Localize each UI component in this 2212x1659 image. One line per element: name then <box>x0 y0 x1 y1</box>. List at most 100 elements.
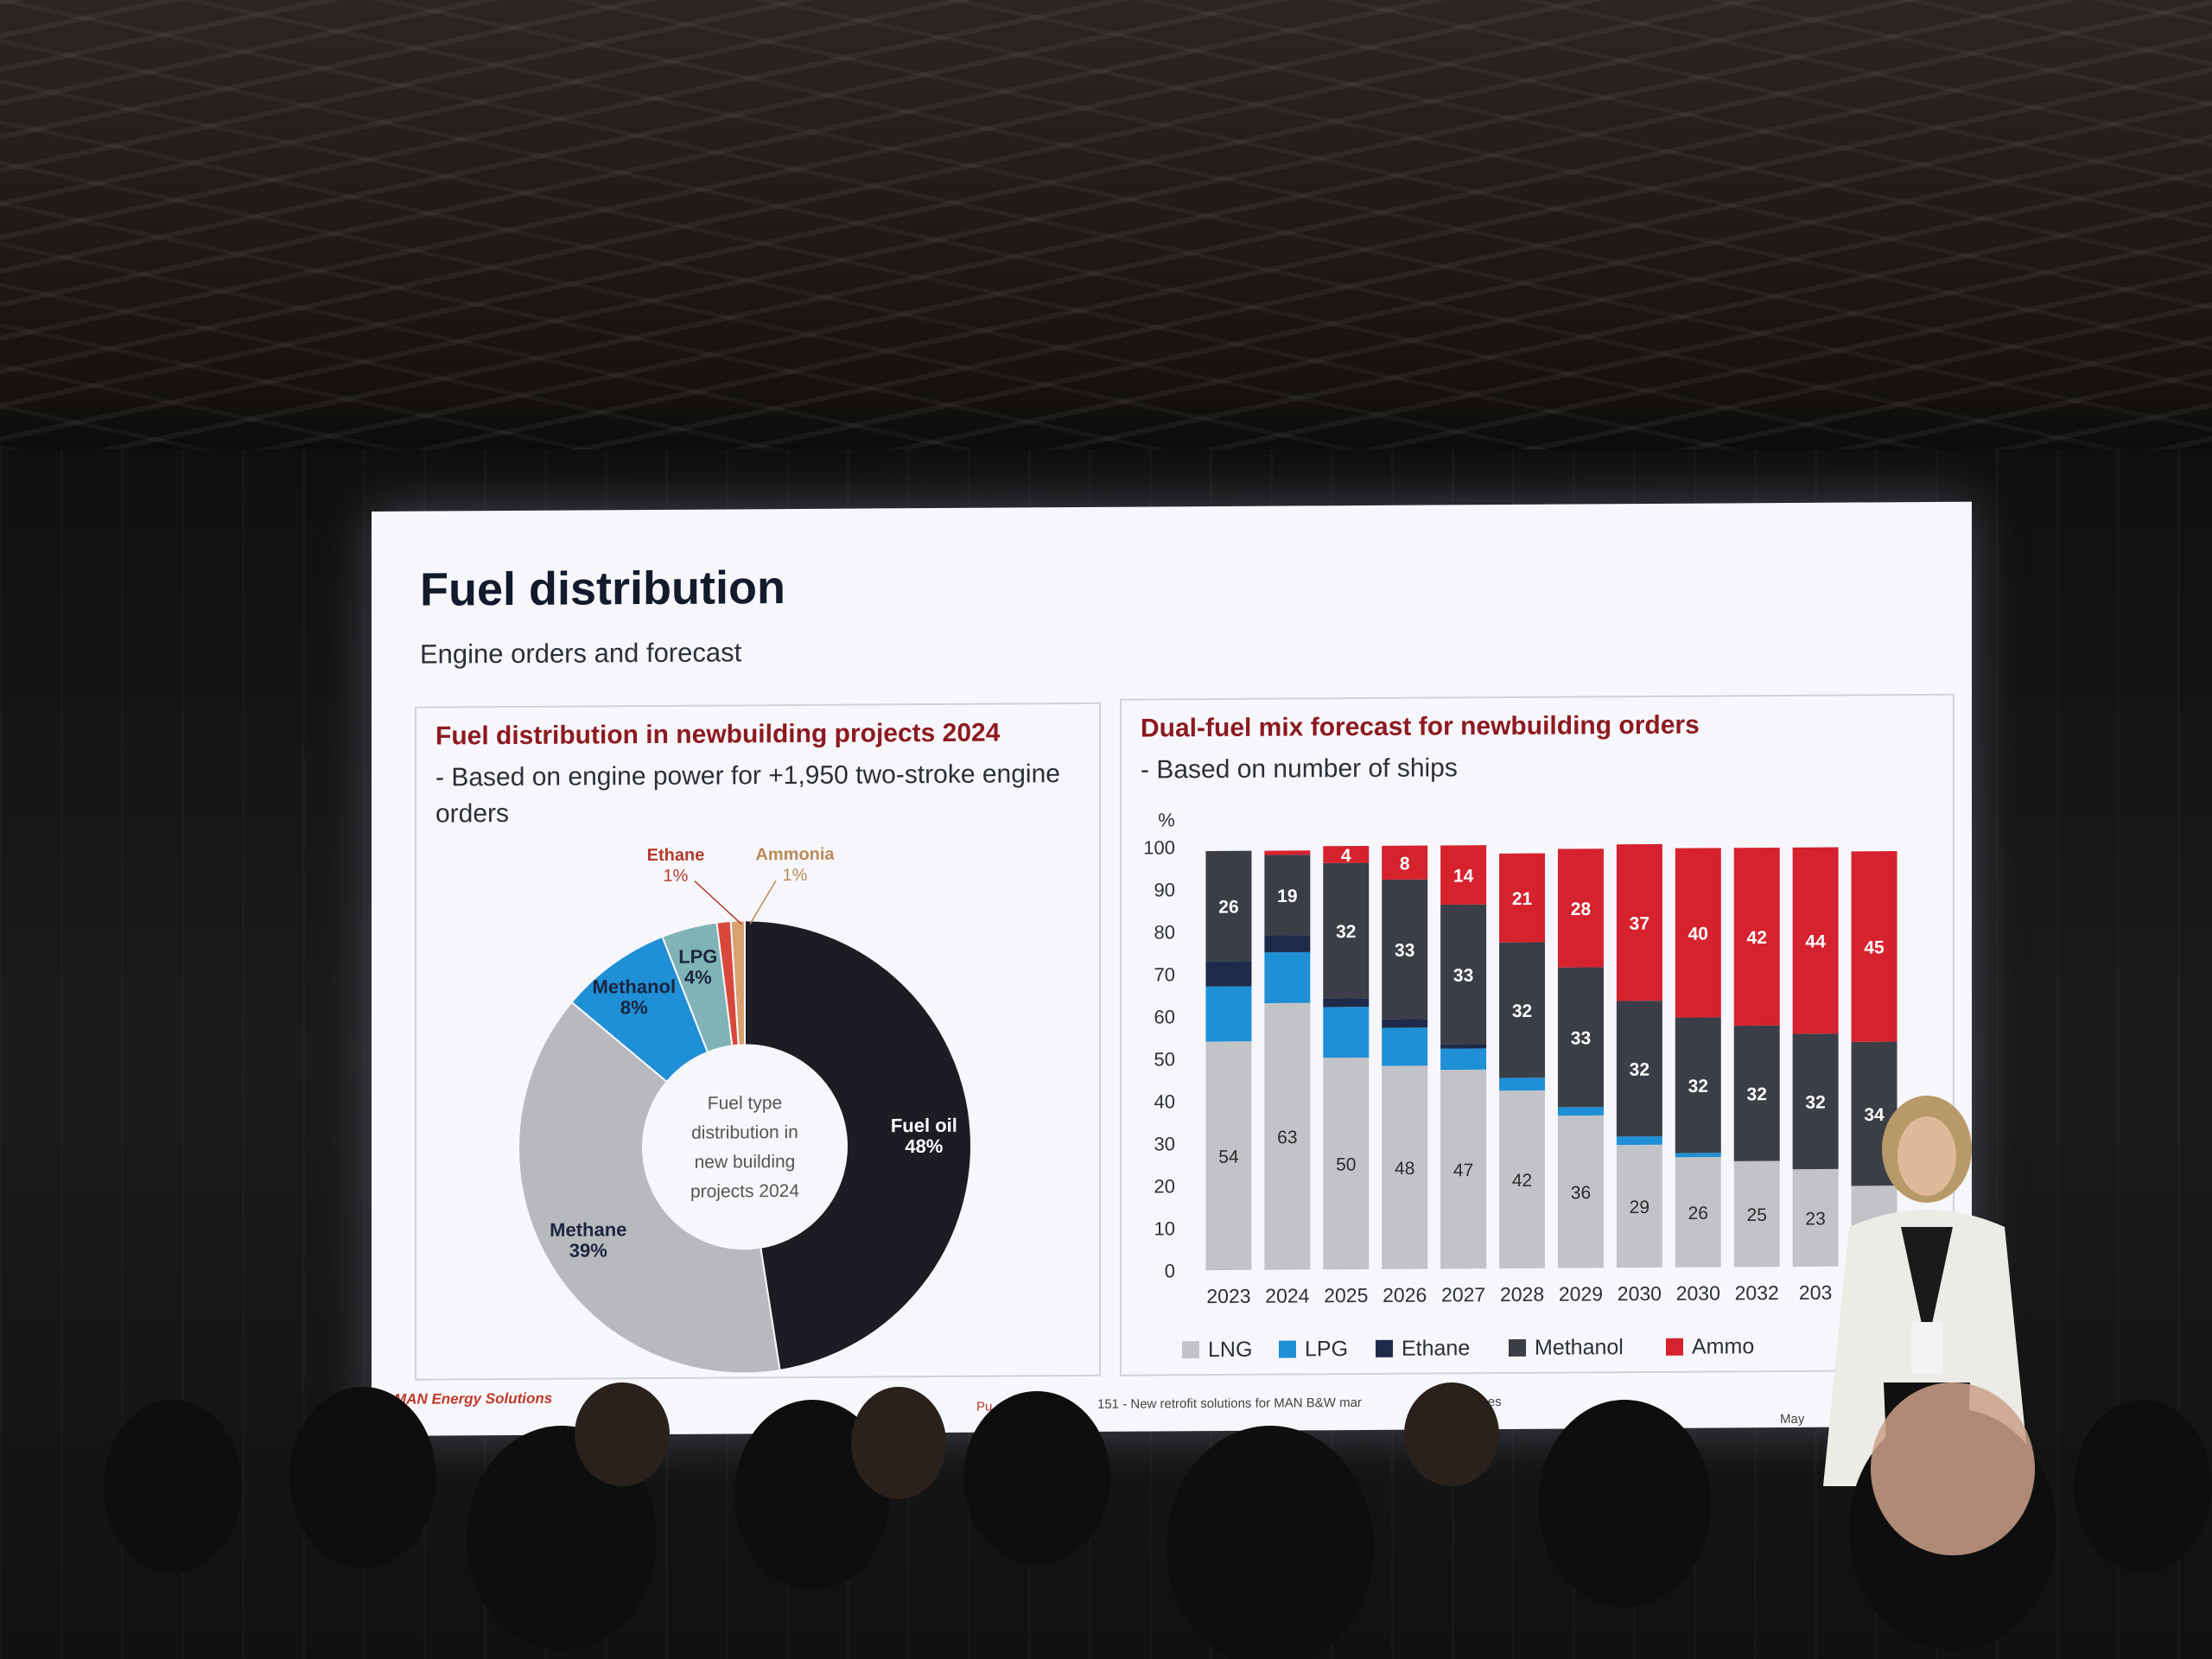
bar-segment-lng <box>1205 1041 1252 1271</box>
legend-label-lng: LNG <box>1208 1338 1252 1362</box>
donut-value-methane: 39% <box>569 1239 607 1261</box>
bar-segment-lng <box>1616 1144 1662 1268</box>
y-tick-label: 70 <box>1154 963 1175 985</box>
donut-label-methane: Methane <box>550 1218 626 1241</box>
bar-segment-ammonia <box>1733 847 1780 1027</box>
bar-data-label-methanol: 33 <box>1453 966 1473 986</box>
bar-data-label-lng: 42 <box>1512 1171 1532 1191</box>
legend-label-ammonia: Ammo <box>1692 1334 1754 1358</box>
bar-segment-lng <box>1733 1160 1780 1268</box>
bar-segment-lpg <box>1557 1107 1604 1116</box>
legend-swatch-lpg <box>1279 1340 1296 1358</box>
bar-segment-methanol <box>1733 1025 1780 1161</box>
bar-segment-methanol <box>1264 855 1311 936</box>
bar-segment-ammonia <box>1616 843 1662 1001</box>
bar-data-label-lng: 50 <box>1336 1155 1356 1175</box>
bar-segment-methanol <box>1792 1033 1839 1170</box>
bar-data-label-methanol: 32 <box>1512 1001 1532 1021</box>
donut-label-ethane: Ethane <box>647 846 705 865</box>
bar-segment-lpg <box>1264 951 1311 1003</box>
bar-data-label-lng: 47 <box>1453 1160 1473 1180</box>
bar-data-label-ammonia: 8 <box>1400 854 1410 874</box>
bar-data-label-lng: 29 <box>1630 1198 1649 1217</box>
bar-segment-ammonia <box>1557 849 1604 968</box>
legend-swatch-methanol <box>1509 1338 1526 1357</box>
bar-data-label-ammonia: 14 <box>1453 867 1474 887</box>
bar-segment-methanol <box>1205 850 1252 962</box>
right-panel: Dual-fuel mix forecast for newbuilding o… <box>1120 693 1955 1376</box>
donut-value-ammonia: 1% <box>783 866 808 885</box>
bar-data-label-lng: 54 <box>1218 1147 1239 1167</box>
donut-value-fuel-oil: 48% <box>905 1135 943 1157</box>
bar-data-label-methanol: 26 <box>1218 897 1238 917</box>
x-tick-label: 2026 <box>1382 1284 1427 1306</box>
bar-segment-ethane <box>1323 998 1370 1007</box>
bar-segment-lng <box>1440 1069 1487 1269</box>
bar-data-label-ammonia: 42 <box>1747 928 1767 948</box>
x-tick-label: 2030 <box>1618 1282 1662 1305</box>
bar-data-label-methanol: 32 <box>1805 1093 1825 1113</box>
donut-center-line: distribution in <box>691 1122 798 1143</box>
donut-label-lpg: LPG <box>678 945 717 967</box>
bar-segment-ammonia <box>1382 845 1428 880</box>
donut-center-line: Fuel type <box>708 1093 782 1114</box>
y-tick-label: 60 <box>1154 1006 1175 1027</box>
bar-segment-lng <box>1264 1002 1311 1270</box>
bar-data-label-methanol: 33 <box>1395 941 1414 961</box>
bar-data-label-lng: 26 <box>1688 1204 1708 1224</box>
bar-segment-lng <box>1792 1168 1839 1267</box>
bar-segment-ethane <box>1205 961 1252 987</box>
bar-data-label-lng: 25 <box>1747 1205 1767 1225</box>
donut-value-lpg: 4% <box>684 966 712 988</box>
donut-slice-methane <box>518 1001 781 1375</box>
donut-label-fuel-oil: Fuel oil <box>891 1115 957 1136</box>
x-tick-label: 2027 <box>1441 1283 1485 1306</box>
x-tick-label: 2023 <box>1206 1285 1250 1307</box>
bar-segment-lng <box>1382 1065 1428 1269</box>
y-tick-label: 100 <box>1143 836 1175 858</box>
y-tick-label: 80 <box>1154 921 1175 943</box>
x-tick-label: 2024 <box>1265 1284 1309 1306</box>
bar-segment-lng <box>1499 1090 1546 1269</box>
y-axis-label: % <box>1158 809 1175 830</box>
bar-segment-lng <box>1557 1115 1604 1268</box>
y-tick-label: 20 <box>1154 1175 1175 1197</box>
bar-data-label-ammonia: 37 <box>1630 914 1649 934</box>
donut-center-line: new building <box>695 1152 796 1173</box>
donut-value-ethane: 1% <box>664 867 689 886</box>
legend-swatch-lng <box>1182 1341 1199 1359</box>
bar-segment-lpg <box>1616 1135 1662 1146</box>
bar-data-label-methanol: 32 <box>1630 1060 1649 1080</box>
bar-segment-methanol <box>1675 1017 1721 1154</box>
bar-data-label-ammonia: 4 <box>1341 846 1351 866</box>
bar-data-label-methanol: 32 <box>1336 922 1356 942</box>
bar-data-label-methanol: 34 <box>1864 1105 1885 1125</box>
bar-segment-lpg <box>1675 1153 1721 1158</box>
bar-data-label-ammonia: 21 <box>1512 889 1533 909</box>
audience <box>104 1382 2212 1659</box>
bar-segment-ammonia <box>1323 845 1370 863</box>
donut-value-methanol: 8% <box>620 996 648 1018</box>
bar-segment-methanol <box>1440 904 1487 1045</box>
bar-segment-lng <box>1323 1057 1370 1270</box>
legend-label-methanol: Methanol <box>1535 1335 1624 1360</box>
donut-leader-ammonia <box>749 880 777 925</box>
bar-segment-lpg <box>1499 1077 1546 1091</box>
y-tick-label: 0 <box>1165 1260 1175 1281</box>
ceiling <box>0 0 2212 449</box>
projection-screen: Fuel distribution Engine orders and fore… <box>372 501 1972 1436</box>
bar-data-label-ammonia: 44 <box>1805 931 1826 951</box>
donut-center-line: projects 2024 <box>690 1181 799 1202</box>
bar-data-label-lng: 36 <box>1571 1183 1591 1203</box>
bar-segment-lpg <box>1440 1048 1487 1071</box>
left-panel: Fuel distribution in newbuilding project… <box>415 702 1101 1381</box>
bar-segment-lpg <box>1205 986 1252 1042</box>
bar-data-label-ammonia: 40 <box>1688 924 1708 944</box>
bar-segment-ammonia <box>1792 847 1839 1034</box>
bar-segment-ethane <box>1440 1044 1487 1049</box>
bar-segment-ethane <box>1264 935 1311 953</box>
bar-segment-lng <box>1675 1157 1721 1268</box>
bar-segment-methanol <box>1616 1001 1662 1137</box>
y-tick-label: 10 <box>1154 1217 1175 1239</box>
